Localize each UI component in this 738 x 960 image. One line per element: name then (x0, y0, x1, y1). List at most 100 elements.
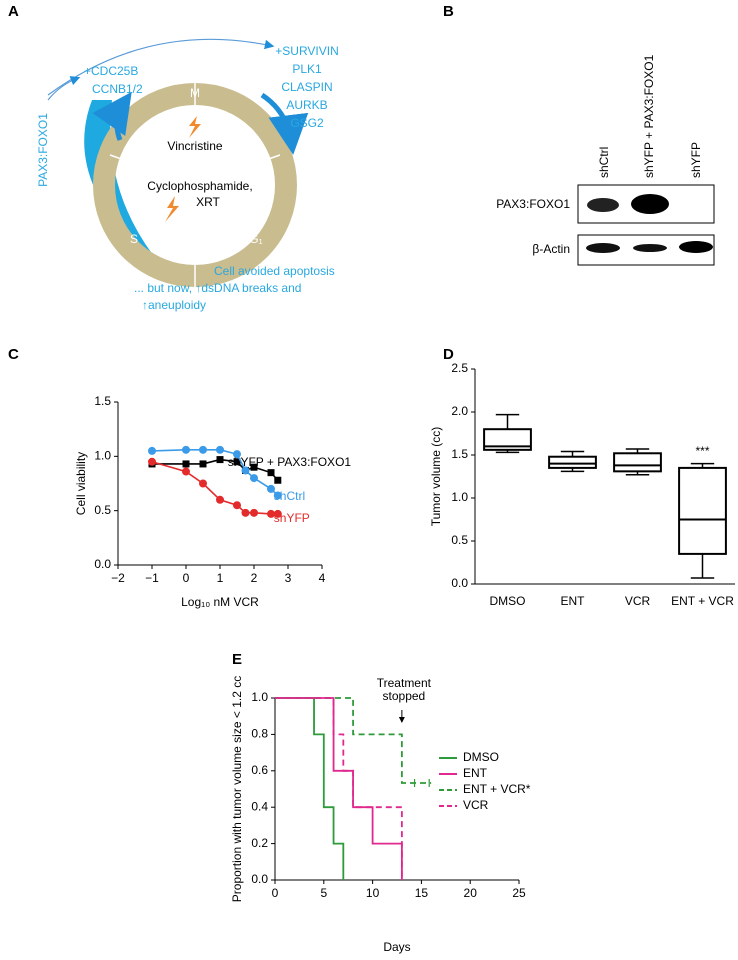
point (233, 458, 241, 466)
y-axis-title: Proportion with tumor volume size < 1.2 … (230, 676, 244, 902)
x-tick-label: −1 (145, 571, 159, 585)
series-label: shYFP + PAX3:FOXO1 (228, 455, 352, 469)
band (631, 194, 669, 214)
point (267, 484, 275, 493)
y-tick-label: 0.0 (451, 576, 468, 590)
x-tick-label: ENT + VCR (671, 594, 734, 608)
x-tick-label: 0 (183, 571, 190, 585)
panel-label: B (443, 3, 454, 20)
y-tick-label: 1.0 (451, 490, 468, 504)
outcome-label: ... but now, ↑dsDNA breaks and (134, 281, 301, 295)
divider (109, 154, 131, 163)
point (216, 456, 224, 464)
outcome-label: ↑aneuploidy (142, 298, 206, 312)
gene-label: +CDC25B (84, 64, 138, 78)
legend-label: ENT (463, 766, 488, 780)
band (633, 244, 667, 252)
lightning-icon (165, 196, 179, 222)
point (241, 508, 250, 517)
point (267, 469, 275, 477)
legend-label: ENT + VCR* (463, 782, 531, 796)
outcome-label: Cell avoided apoptosis (214, 264, 335, 278)
point (250, 463, 258, 471)
point (216, 495, 224, 504)
y-tick-label: 0.5 (94, 503, 111, 517)
connector-arrow (47, 76, 81, 101)
x-tick-label: 2 (251, 571, 258, 585)
point (273, 491, 282, 500)
y-tick-label: 1.5 (451, 447, 468, 461)
gene-label: GSG2 (290, 116, 324, 130)
phase-label: S (130, 232, 138, 246)
cycle-arrow (260, 92, 309, 155)
box (483, 428, 532, 451)
y-tick-label: 1.0 (94, 449, 111, 463)
x-tick-label: 10 (366, 886, 380, 900)
series-label: shCtrl (274, 489, 305, 503)
point (250, 474, 258, 483)
y-tick-label: 0.5 (451, 533, 468, 547)
y-tick-label: 2.0 (451, 404, 468, 418)
y-tick-label: 1.5 (94, 394, 111, 408)
point (199, 479, 207, 488)
x-tick-label: 20 (464, 886, 478, 900)
x-tick-label: 25 (512, 886, 526, 900)
y-tick-label: 0.8 (251, 727, 268, 741)
lane-label: shYFP + PAX3:FOXO1 (642, 54, 656, 178)
point (274, 476, 282, 484)
drug-label: XRT (196, 195, 220, 209)
survival-line (275, 697, 403, 880)
x-tick-label: DMSO (490, 594, 526, 608)
x-tick-label: 15 (415, 886, 429, 900)
panel-label: E (232, 651, 242, 668)
x-tick-label: 0 (272, 886, 279, 900)
survival-line (275, 697, 432, 784)
phase-label: M (190, 86, 200, 100)
gene-label: CCNB1/2 (92, 82, 143, 96)
y-tick-label: 0.4 (251, 799, 268, 813)
annotation: *** (695, 444, 709, 458)
point (182, 445, 190, 454)
y-tick-label: 0.6 (251, 763, 268, 777)
band (587, 198, 619, 212)
point (199, 460, 207, 468)
panel-label: A (8, 3, 19, 20)
row-label: β-Actin (532, 242, 570, 256)
point (148, 446, 156, 455)
series-label: shYFP (274, 511, 310, 525)
phase-label: G₀ (259, 164, 273, 178)
phase-label: G₁ (249, 232, 262, 246)
western-blot: shCtrl shYFP + PAX3:FOXO1 shYFP PAX3:FOX… (496, 54, 715, 266)
drug-label: Cyclophosphamide, (147, 179, 252, 193)
lightning-icon (189, 116, 201, 138)
annotation: stopped (383, 689, 426, 703)
x-tick-label: 5 (320, 886, 327, 900)
survival-line (275, 697, 403, 880)
driver-label: PAX3:FOXO1 (36, 113, 50, 187)
gene-label: AURKB (286, 98, 327, 112)
point (216, 445, 224, 454)
annotation: Treatment (377, 676, 432, 690)
connector-arrow (47, 38, 275, 96)
point (273, 509, 282, 518)
band (679, 241, 713, 253)
y-axis-title: Tumor volume (cc) (429, 427, 443, 527)
panel-label: D (443, 346, 454, 363)
legend-label: VCR (463, 798, 489, 812)
y-tick-label: 0.2 (251, 836, 268, 850)
point (241, 466, 250, 475)
lane-label: shCtrl (597, 147, 611, 178)
point (233, 501, 241, 510)
box (678, 466, 727, 555)
point (267, 509, 275, 518)
x-tick-label: 3 (285, 571, 292, 585)
point (199, 445, 207, 454)
legend-label: DMSO (463, 750, 499, 764)
survival-line (275, 697, 345, 880)
cell-cycle-diagram: PAX3:FOXO1 +CDC25B CCNB1/2 +SURVIVIN PLK… (36, 38, 339, 312)
cycle-arrow (92, 91, 132, 141)
point (148, 457, 156, 466)
x-tick-label: 4 (319, 571, 326, 585)
x-tick-label: ENT (561, 594, 586, 608)
